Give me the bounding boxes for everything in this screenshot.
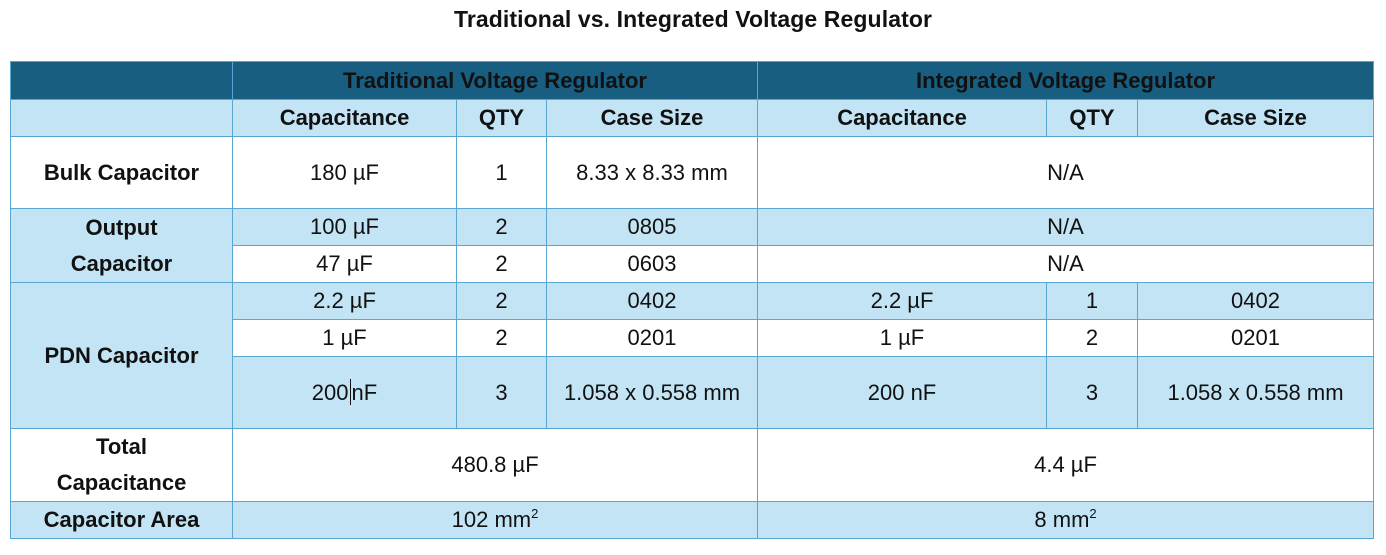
row-label-area: Capacitor Area xyxy=(10,501,233,539)
cell-trad-capacitance: 100 µF xyxy=(232,208,457,246)
integrated-group-header: Integrated Voltage Regulator xyxy=(756,61,1375,100)
cell-int-capacitance: 1 µF xyxy=(757,319,1047,357)
row-label-output-text: Output Capacitor xyxy=(70,214,173,276)
cell-trad-area-value: 102 mm xyxy=(451,507,532,532)
col-header-trad-case-size: Case Size xyxy=(546,99,758,137)
cell-int-case-size: 0201 xyxy=(1136,319,1375,357)
table-row-area: Capacitor Area 102 mm2 8 mm2 xyxy=(10,501,1375,539)
cell-trad-capacitance: 2.2 µF xyxy=(232,282,457,320)
text-cursor xyxy=(349,378,351,405)
cell-int-capacitance: 2.2 µF xyxy=(757,282,1047,320)
cell-int-total: 4.4 µF xyxy=(756,428,1375,502)
cell-int-qty: 2 xyxy=(1046,319,1138,357)
table-row-pdn-1: PDN Capacitor 2.2 µF 2 0402 2.2 µF 1 040… xyxy=(10,282,1375,429)
cell-int-area: 8 mm2 xyxy=(756,501,1375,539)
cell-trad-area: 102 mm2 xyxy=(232,501,758,539)
table-row-bulk: Bulk Capacitor 180 µF 1 8.33 x 8.33 mm N… xyxy=(10,136,1375,209)
cell-trad-qty: 2 xyxy=(456,208,547,246)
col-header-trad-capacitance: Capacitance xyxy=(232,99,457,137)
col-header-int-case-size: Case Size xyxy=(1136,99,1375,137)
cell-trad-case-size: 8.33 x 8.33 mm xyxy=(546,136,758,209)
cell-trad-total: 480.8 µF xyxy=(232,428,758,502)
cell-trad-qty: 2 xyxy=(456,245,547,283)
cell-trad-qty: 2 xyxy=(456,319,547,357)
cell-trad-qty: 2 xyxy=(456,282,547,320)
row-label-header-cell xyxy=(10,99,233,137)
col-header-int-qty: QTY xyxy=(1046,99,1138,137)
table-row-output-1: Output Capacitor 100 µF 2 0805 N/A xyxy=(10,208,1375,283)
area-exponent: 2 xyxy=(1089,506,1097,521)
cell-int-area-value: 8 mm xyxy=(1034,507,1090,532)
row-label-total: Total Capacitance xyxy=(10,428,233,502)
group-header-row: Traditional Voltage Regulator Integrated… xyxy=(10,61,1375,100)
cell-trad-case-size: 0603 xyxy=(546,245,758,283)
cell-trad-capacitance-value: 200 xyxy=(311,379,349,405)
cell-trad-case-size: 0201 xyxy=(546,319,758,357)
cell-int-qty: 3 xyxy=(1046,356,1138,429)
corner-header-cell xyxy=(10,61,233,100)
cell-trad-capacitance-unit: nF xyxy=(351,379,378,405)
page-title: Traditional vs. Integrated Voltage Regul… xyxy=(453,6,933,32)
cell-trad-capacitance[interactable]: 200 nF xyxy=(232,356,457,429)
table-row-total: Total Capacitance 480.8 µF 4.4 µF xyxy=(10,428,1375,502)
area-exponent: 2 xyxy=(531,506,539,521)
cell-trad-case-size: 0805 xyxy=(546,208,758,246)
col-header-trad-qty: QTY xyxy=(456,99,547,137)
cell-integrated-na: N/A xyxy=(756,245,1375,283)
table-row-pdn-2: 1 µF 2 0201 1 µF 2 0201 xyxy=(11,319,1375,357)
cell-int-capacitance: 200 nF xyxy=(757,356,1047,429)
cell-integrated-na: N/A xyxy=(756,136,1375,209)
cell-trad-capacitance: 1 µF xyxy=(232,319,457,357)
row-label-bulk: Bulk Capacitor xyxy=(10,136,233,209)
cell-trad-case-size: 1.058 x 0.558 mm xyxy=(546,356,758,429)
table-row-pdn-3: 200 nF 3 1.058 x 0.558 mm 200 nF 3 1.058 … xyxy=(11,356,1375,429)
cell-integrated-na: N/A xyxy=(756,208,1375,246)
cell-trad-qty: 3 xyxy=(456,356,547,429)
cell-trad-capacitance: 47 µF xyxy=(232,245,457,283)
comparison-table: Traditional Voltage Regulator Integrated… xyxy=(10,61,1375,539)
cell-trad-qty: 1 xyxy=(456,136,547,209)
row-label-output: Output Capacitor xyxy=(10,208,233,283)
row-label-pdn: PDN Capacitor xyxy=(10,282,233,429)
column-header-row: Capacitance QTY Case Size Capacitance QT… xyxy=(10,99,1375,137)
col-header-int-capacitance: Capacitance xyxy=(757,99,1047,137)
traditional-group-header: Traditional Voltage Regulator xyxy=(232,61,758,100)
cell-int-case-size: 1.058 x 0.558 mm xyxy=(1136,356,1375,429)
cell-int-qty: 1 xyxy=(1046,282,1138,320)
cell-trad-capacitance: 180 µF xyxy=(232,136,457,209)
cell-trad-case-size: 0402 xyxy=(546,282,758,320)
cell-int-case-size: 0402 xyxy=(1136,282,1375,320)
table-row-output-2: 47 µF 2 0603 N/A xyxy=(11,245,1375,283)
